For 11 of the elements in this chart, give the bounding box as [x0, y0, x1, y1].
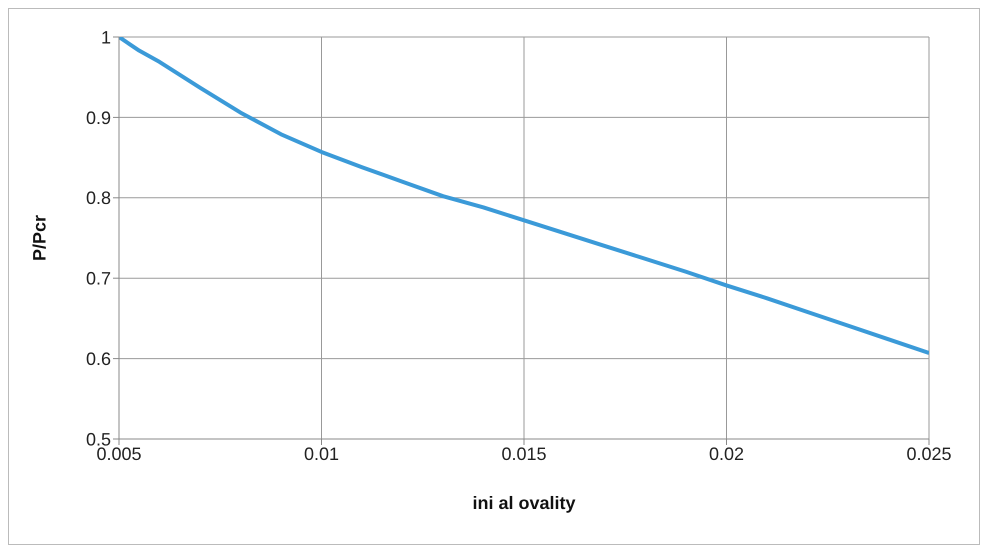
x-tick-label: 0.02 — [708, 444, 744, 464]
y-tick-label: 0.6 — [86, 348, 111, 369]
y-axis-title: P/Pcr — [29, 214, 50, 262]
x-tick-label: 0.025 — [906, 444, 952, 464]
y-tick-label: 0.7 — [86, 268, 111, 289]
y-tick-label: 0.8 — [86, 188, 111, 208]
x-axis-title: ini al ovality — [472, 493, 576, 513]
x-tick-label: 0.01 — [304, 444, 340, 464]
x-tick-label: 0.015 — [501, 444, 547, 464]
y-tick-label: 0.9 — [86, 108, 111, 128]
y-tick-label: 1 — [100, 27, 111, 48]
